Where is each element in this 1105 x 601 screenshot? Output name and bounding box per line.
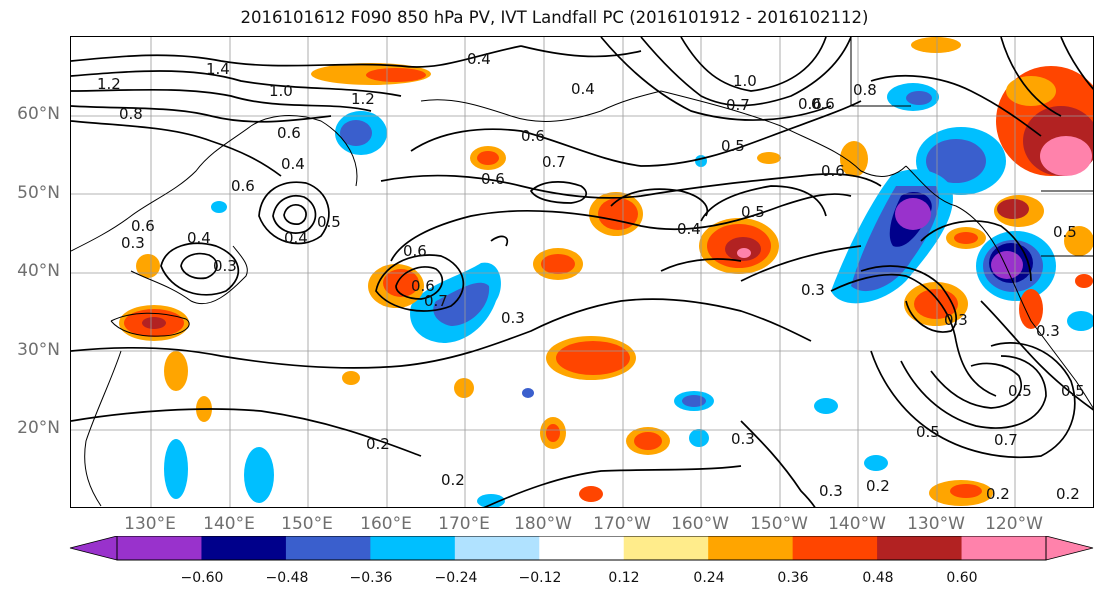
contour-label: 0.7 — [994, 431, 1018, 449]
colorbar-left-arrow — [69, 536, 118, 561]
contour-lines — [71, 37, 1093, 507]
contour-label: 0.3 — [121, 234, 145, 252]
contour-label: 1.0 — [269, 82, 293, 100]
contour-label: 0.2 — [441, 471, 465, 489]
contour-label: 0.2 — [1056, 485, 1080, 503]
contour-label: 0.3 — [819, 482, 843, 500]
colorbar-tick-label: 0.48 — [862, 570, 894, 586]
contour-label: 0.2 — [866, 477, 890, 495]
coastlines — [71, 37, 1093, 507]
colorbar-segment — [454, 536, 540, 560]
colorbar-tick-label: −0.60 — [180, 570, 224, 586]
shading-layer — [119, 37, 1093, 507]
lat-label-40: 40°N — [17, 261, 60, 281]
colorbar-outline — [116, 536, 1047, 561]
colorbar-right-arrow — [1045, 536, 1094, 561]
colorbar-segments — [117, 536, 1047, 560]
colorbar-segment — [792, 536, 878, 560]
contour-label: 0.5 — [1053, 223, 1077, 241]
contour-label: 0.4 — [281, 155, 305, 173]
colorbar-tick-label: −0.48 — [265, 570, 309, 586]
contour-label: 0.6 — [411, 277, 435, 295]
contour-label: 0.5 — [1061, 382, 1085, 400]
contour-label: 0.4 — [677, 220, 701, 238]
lon-label-180w: 180°W — [514, 514, 572, 534]
map-title: 2016101612 F090 850 hPa PV, IVT Landfall… — [240, 8, 869, 27]
map-plot-area: 1.2 1.4 0.8 1.0 1.2 0.4 0.4 1.0 0.8 0.6 … — [70, 36, 1094, 508]
colorbar-segment — [117, 536, 202, 560]
lon-label-170w: 170°W — [593, 514, 651, 534]
colorbar-segment — [961, 536, 1047, 560]
contour-label: 1.0 — [733, 72, 757, 90]
colorbar-segment — [623, 536, 709, 560]
colorbar-tick-label: −0.12 — [518, 570, 562, 586]
colorbar-segment — [285, 536, 371, 560]
lon-label-140w: 140°W — [828, 514, 886, 534]
contour-label: 0.8 — [119, 105, 143, 123]
lat-label-50: 50°N — [17, 183, 60, 203]
colorbar-tick-label: −0.36 — [349, 570, 393, 586]
colorbar-segment — [201, 536, 287, 560]
contour-label-layer: 1.2 1.4 0.8 1.0 1.2 0.4 0.4 1.0 0.8 0.6 … — [97, 50, 1085, 503]
contour-label: 0.4 — [187, 229, 211, 247]
contour-label: 0.6 — [131, 217, 155, 235]
colorbar-tick-label: 0.36 — [777, 570, 809, 586]
colorbar-segment — [708, 536, 794, 560]
contour-label: 0.6 — [277, 124, 301, 142]
lon-label-170e: 170°E — [438, 514, 490, 534]
contour-label: 0.6 — [521, 127, 545, 145]
contour-label: 0.8 — [853, 81, 877, 99]
contour-label: 0.3 — [801, 281, 825, 299]
colorbar-segment — [877, 536, 963, 560]
contour-label: 0.6 — [481, 170, 505, 188]
lon-label-130w: 130°W — [907, 514, 965, 534]
contour-label: 0.6 — [231, 177, 255, 195]
colorbar-tick-label: 0.60 — [946, 570, 978, 586]
contour-label: 0.2 — [986, 485, 1010, 503]
colorbar-segment — [370, 536, 456, 560]
contour-label: 0.7 — [542, 153, 566, 171]
map-canvas: 1.2 1.4 0.8 1.0 1.2 0.4 0.4 1.0 0.8 0.6 … — [71, 37, 1093, 507]
contour-label: 0.7 — [424, 292, 448, 310]
contour-label: 0.5 — [741, 203, 765, 221]
contour-label: 1.2 — [97, 75, 121, 93]
lon-label-130e: 130°E — [124, 514, 176, 534]
colorbar-segment — [539, 536, 625, 560]
lon-label-120w: 120°W — [985, 514, 1043, 534]
contour-label: 0.6 — [403, 242, 427, 260]
contour-label: 0.5 — [721, 137, 745, 155]
lat-label-30: 30°N — [17, 340, 60, 360]
lat-label-60: 60°N — [17, 104, 60, 124]
colorbar-tick-label: −0.24 — [434, 570, 478, 586]
contour-label: 0.3 — [501, 309, 525, 327]
lon-label-150e: 150°E — [281, 514, 333, 534]
colorbar-tick-label: 0.12 — [608, 570, 640, 586]
lon-label-150w: 150°W — [750, 514, 808, 534]
contour-label: 0.6 — [821, 162, 845, 180]
contour-label: 0.6 — [798, 95, 822, 113]
contour-label: 0.2 — [366, 435, 390, 453]
contour-label: 0.7 — [726, 96, 750, 114]
contour-label: 0.3 — [1036, 322, 1060, 340]
lon-label-160w: 160°W — [671, 514, 729, 534]
contour-label: 0.4 — [284, 229, 308, 247]
contour-label: 0.6 — [811, 95, 835, 113]
contour-label: 0.5 — [1008, 382, 1032, 400]
contour-label: 0.3 — [213, 257, 237, 275]
contour-label: 0.4 — [467, 50, 491, 68]
lat-label-20: 20°N — [17, 418, 60, 438]
contour-label: 0.5 — [317, 213, 341, 231]
lon-label-160e: 160°E — [360, 514, 412, 534]
lon-label-140e: 140°E — [203, 514, 255, 534]
contour-label: 1.4 — [206, 60, 230, 78]
contour-label: 0.5 — [916, 423, 940, 441]
contour-label: 0.3 — [731, 430, 755, 448]
contour-label: 0.3 — [944, 311, 968, 329]
colorbar — [69, 536, 1094, 561]
contour-label: 1.2 — [351, 90, 375, 108]
contour-label: 0.4 — [571, 80, 595, 98]
colorbar-tick-label: 0.24 — [693, 570, 725, 586]
